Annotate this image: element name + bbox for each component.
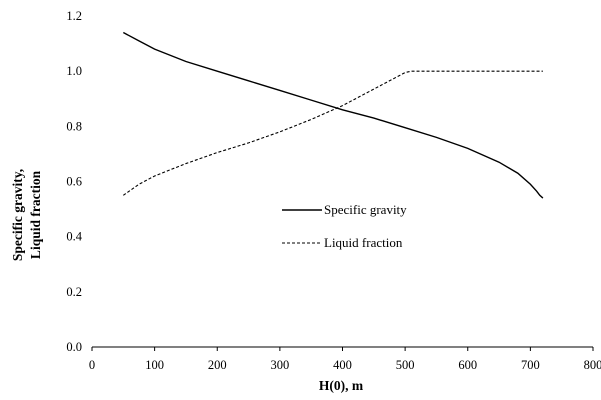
y-tick-label: 0.2 — [66, 285, 82, 299]
legend-label-0: Specific gravity — [324, 202, 407, 217]
y-axis-title: Specific gravity, Liquid fraction — [10, 169, 43, 261]
y-tick-label: 0.0 — [66, 340, 82, 354]
y-tick-label: 1.0 — [66, 64, 82, 78]
x-axis-ticks: 0 100 200 300 400 500 600 700 800 — [89, 347, 601, 372]
y-tick-label: 0.6 — [66, 175, 82, 189]
y-axis-title-line-2: Liquid fraction — [28, 170, 43, 259]
x-tick-label: 100 — [145, 358, 164, 372]
y-axis-ticks: 0.0 0.2 0.4 0.6 0.8 1.0 1.2 — [66, 9, 82, 354]
legend-label-1: Liquid fraction — [324, 235, 403, 250]
x-tick-label: 0 — [89, 358, 95, 372]
x-tick-label: 700 — [521, 358, 540, 372]
x-tick-label: 600 — [458, 358, 477, 372]
x-tick-label: 500 — [396, 358, 415, 372]
x-axis-title: H(0), m — [319, 378, 364, 393]
legend: Specific gravity Liquid fraction — [282, 202, 407, 250]
series-line-1 — [122, 70, 543, 196]
x-tick-label: 300 — [271, 358, 290, 372]
y-tick-label: 0.8 — [66, 119, 82, 133]
y-tick-label: 1.2 — [66, 9, 82, 23]
x-tick-label: 400 — [333, 358, 352, 372]
x-tick-label: 200 — [208, 358, 227, 372]
y-tick-label: 0.4 — [66, 230, 82, 244]
x-tick-label: 800 — [584, 358, 601, 372]
series-layer — [122, 31, 544, 199]
series-line-0 — [122, 31, 544, 199]
y-axis-title-line-1: Specific gravity, — [10, 169, 25, 261]
